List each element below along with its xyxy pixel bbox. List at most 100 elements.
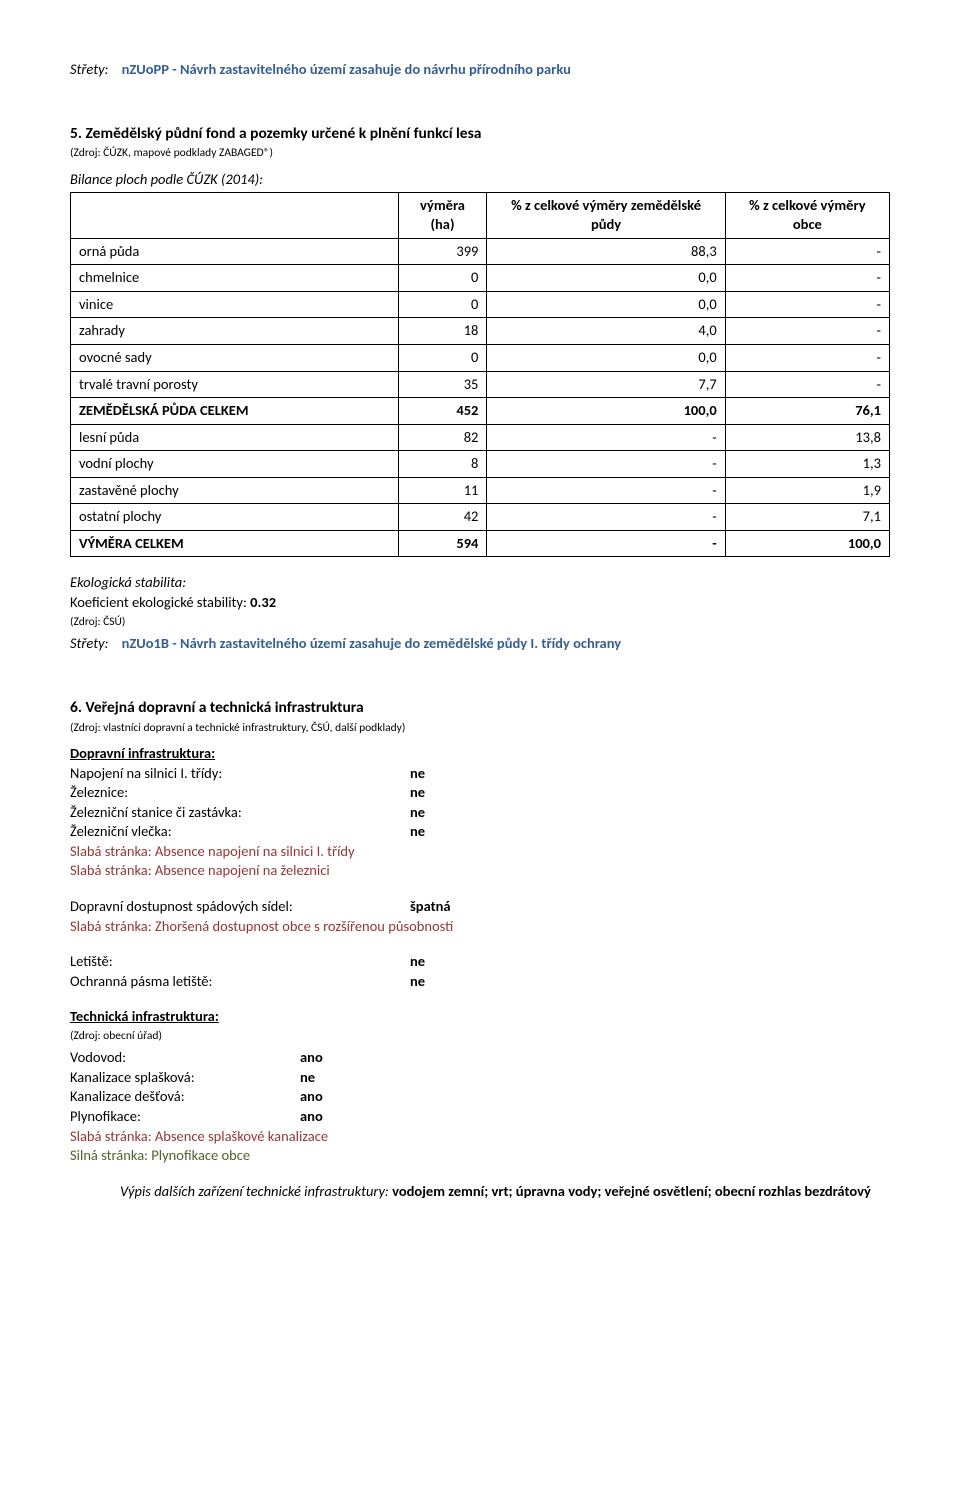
- row-label: vinice: [71, 291, 399, 318]
- table-row: chmelnice00,0-: [71, 265, 890, 292]
- kv-key: Kanalizace dešťová:: [70, 1087, 300, 1107]
- conflict-prefix: Střety:: [70, 60, 108, 78]
- kv-row: Napojení na silnici I. třídy:ne: [70, 764, 890, 784]
- kv-row: Ochranná pásma letiště:ne: [70, 972, 890, 992]
- table-row: orná půda39988,3-: [71, 238, 890, 265]
- kv-value: ano: [300, 1048, 323, 1068]
- kv-value: ne: [410, 822, 425, 842]
- table-row: VÝMĚRA CELKEM594-100,0: [71, 530, 890, 557]
- kv-key: Kanalizace splašková:: [70, 1068, 300, 1088]
- row-c3: -: [725, 318, 889, 345]
- row-c3: -: [725, 238, 889, 265]
- kv-row: Vodovod:ano: [70, 1048, 890, 1068]
- access-value: špatná: [410, 897, 451, 917]
- row-c3: -: [725, 371, 889, 398]
- kv-key: Letiště:: [70, 952, 410, 972]
- row-c3: 1,9: [725, 477, 889, 504]
- kv-row: Letiště:ne: [70, 952, 890, 972]
- further-tech-line: Výpis dalších zařízení technické infrast…: [70, 1182, 890, 1202]
- row-c1: 594: [398, 530, 487, 557]
- kv-row: Železnice:ne: [70, 783, 890, 803]
- row-c2: -: [487, 477, 725, 504]
- kv-value: ne: [410, 783, 425, 803]
- section5-source: (Zdroj: ČÚZK, mapové podklady ZABAGED®): [70, 146, 890, 162]
- row-c2: 100,0: [487, 398, 725, 425]
- transport-header: Dopravní infrastruktura:: [70, 744, 890, 764]
- section6-title: 6. Veřejná dopravní a technická infrastr…: [70, 698, 890, 719]
- further-prefix: Výpis dalších zařízení technické infrast…: [120, 1182, 392, 1200]
- table-row: lesní půda82-13,8: [71, 424, 890, 451]
- table-row: vodní plochy8-1,3: [71, 451, 890, 478]
- kv-key: Ochranná pásma letiště:: [70, 972, 410, 992]
- kv-key: Železnice:: [70, 783, 410, 803]
- row-c3: 7,1: [725, 504, 889, 531]
- conflict-body: nZUoPP - Návrh zastavitelného území zasa…: [112, 60, 571, 78]
- row-c3: 76,1: [725, 398, 889, 425]
- row-c3: -: [725, 344, 889, 371]
- row-c2: 4,0: [487, 318, 725, 345]
- row-c1: 8: [398, 451, 487, 478]
- row-c3: -: [725, 291, 889, 318]
- col-area: výměra (ha): [398, 192, 487, 238]
- row-c2: -: [487, 424, 725, 451]
- table-row: ZEMĚDĚLSKÁ PŮDA CELKEM452100,076,1: [71, 398, 890, 425]
- balance-line: Bilance ploch podle ČÚZK (2014):: [70, 170, 890, 190]
- section5-title: 5. Zemědělský půdní fond a pozemky určen…: [70, 124, 890, 145]
- table-row: ovocné sady00,0-: [71, 344, 890, 371]
- kv-value: ne: [410, 972, 425, 992]
- land-balance-table: výměra (ha) % z celkové výměry zemědělsk…: [70, 192, 890, 558]
- row-c3: 1,3: [725, 451, 889, 478]
- access-row: Dopravní dostupnost spádových sídel: špa…: [70, 897, 890, 917]
- row-c1: 0: [398, 344, 487, 371]
- row-c1: 35: [398, 371, 487, 398]
- kv-value: ne: [410, 803, 425, 823]
- kv-row: Kanalizace dešťová:ano: [70, 1087, 890, 1107]
- eco-stability-title: Ekologická stabilita:: [70, 573, 890, 593]
- row-label: vodní plochy: [71, 451, 399, 478]
- kv-row: Kanalizace splašková:ne: [70, 1068, 890, 1088]
- table-row: ostatní plochy42-7,1: [71, 504, 890, 531]
- weak-line: Slabá stránka: Absence napojení na silni…: [70, 842, 890, 862]
- row-c2: -: [487, 451, 725, 478]
- weak-line: Slabá stránka: Absence napojení na želez…: [70, 861, 890, 881]
- row-c2: 0,0: [487, 265, 725, 292]
- conflict-body: nZUo1B - Návrh zastavitelného území zasa…: [112, 634, 621, 652]
- row-c2: 7,7: [487, 371, 725, 398]
- row-c3: -: [725, 265, 889, 292]
- weak-line: Slabá stránka: Zhoršená dostupnost obce …: [70, 917, 890, 937]
- weak-line: Slabá stránka: Absence splaškové kanaliz…: [70, 1127, 890, 1147]
- table-row: zastavěné plochy11-1,9: [71, 477, 890, 504]
- kv-key: Plynofikace:: [70, 1107, 300, 1127]
- row-c1: 18: [398, 318, 487, 345]
- row-c2: -: [487, 530, 725, 557]
- section5-conflict: Střety: nZUo1B - Návrh zastavitelného úz…: [70, 634, 890, 654]
- row-c1: 11: [398, 477, 487, 504]
- access-key: Dopravní dostupnost spádových sídel:: [70, 897, 410, 917]
- row-c1: 82: [398, 424, 487, 451]
- table-row: zahrady184,0-: [71, 318, 890, 345]
- kv-row: Plynofikace:ano: [70, 1107, 890, 1127]
- strong-line: Silná stránka: Plynofikace obce: [70, 1146, 890, 1166]
- technical-source: (Zdroj: obecní úřad): [70, 1029, 890, 1045]
- top-conflict-line: Střety: nZUoPP - Návrh zastavitelného úz…: [70, 60, 890, 80]
- table-header-row: výměra (ha) % z celkové výměry zemědělsk…: [71, 192, 890, 238]
- row-c1: 42: [398, 504, 487, 531]
- kv-value: ano: [300, 1107, 323, 1127]
- row-label: VÝMĚRA CELKEM: [71, 530, 399, 557]
- row-label: chmelnice: [71, 265, 399, 292]
- row-label: ostatní plochy: [71, 504, 399, 531]
- row-label: trvalé travní porosty: [71, 371, 399, 398]
- row-c2: 0,0: [487, 344, 725, 371]
- eco-coef-source: (Zdroj: ČSÚ): [70, 615, 890, 631]
- row-c2: -: [487, 504, 725, 531]
- eco-coef-line: Koeficient ekologické stability: 0.32: [70, 593, 890, 613]
- conflict-prefix: Střety:: [70, 634, 108, 652]
- col-empty: [71, 192, 399, 238]
- row-c1: 452: [398, 398, 487, 425]
- row-c2: 88,3: [487, 238, 725, 265]
- kv-value: ne: [410, 764, 425, 784]
- row-c1: 399: [398, 238, 487, 265]
- row-c3: 100,0: [725, 530, 889, 557]
- kv-value: ne: [410, 952, 425, 972]
- eco-coef-prefix: Koeficient ekologické stability:: [70, 593, 250, 611]
